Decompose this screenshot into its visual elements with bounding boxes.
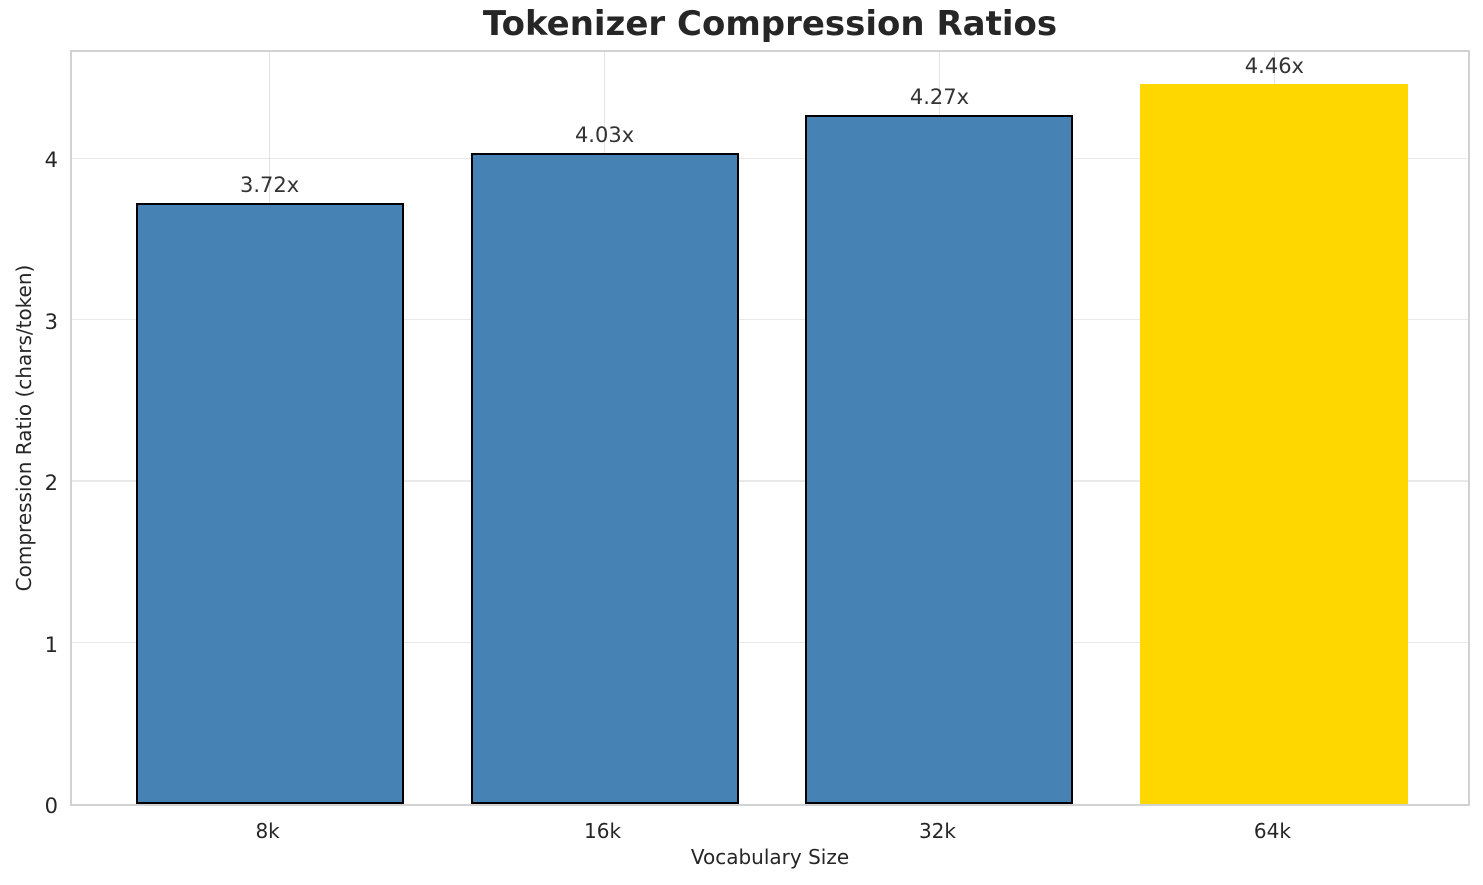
y-tick-label: 4	[44, 148, 58, 173]
plot-area: 3.72x 4.03x 4.27x 4.46x	[70, 50, 1470, 806]
bar-value-label: 4.27x	[909, 84, 970, 109]
y-tick-label: 1	[44, 632, 58, 657]
y-tick-label: 3	[44, 309, 58, 334]
bar-8k	[135, 203, 404, 804]
x-tick-label-16k: 16k	[584, 819, 622, 843]
bar-16k	[470, 153, 739, 804]
gridline-horizontal	[72, 318, 1468, 321]
gridline-horizontal	[72, 157, 1468, 160]
x-axis-label: Vocabulary Size	[690, 845, 850, 869]
x-tick-label-32k: 32k	[918, 819, 956, 843]
x-tick-label-64k: 64k	[1253, 819, 1291, 843]
bar-32k	[805, 114, 1074, 804]
y-tick-label: 0	[44, 794, 58, 818]
bar-value-label: 4.03x	[574, 123, 635, 148]
bar-64k	[1140, 84, 1409, 804]
chart-title: Tokenizer Compression Ratios	[482, 4, 1058, 44]
gridline-horizontal	[72, 480, 1468, 482]
x-tick-label-8k: 8k	[255, 819, 280, 843]
y-tick-label: 2	[44, 471, 58, 496]
gridline-horizontal	[72, 641, 1468, 644]
bar-value-label: 3.72x	[240, 173, 300, 198]
bar-value-label: 4.46x	[1244, 54, 1304, 78]
